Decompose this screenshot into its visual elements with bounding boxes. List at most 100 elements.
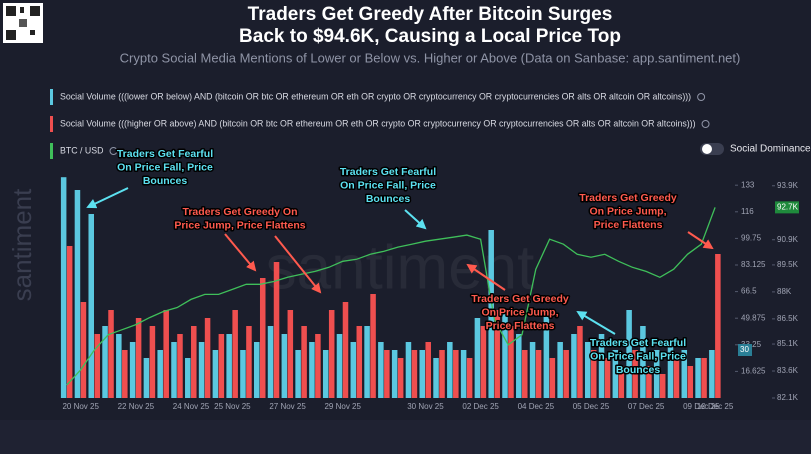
bar <box>488 230 494 398</box>
y2-tick-label: 82.1K <box>777 393 799 402</box>
bar <box>571 334 577 398</box>
bar <box>315 334 321 398</box>
bar <box>191 326 197 398</box>
annotation-text: Bounces <box>366 193 411 205</box>
bar <box>701 358 707 398</box>
legend-label: BTC / USD <box>60 145 104 155</box>
bar <box>116 334 122 398</box>
annotation-arrow <box>466 263 506 291</box>
bar <box>185 358 191 398</box>
bar <box>322 350 329 398</box>
bar <box>612 350 619 398</box>
bar <box>466 358 473 398</box>
bar <box>350 342 357 398</box>
bar <box>549 358 556 398</box>
bar <box>88 214 94 398</box>
social-dominance-toggle[interactable]: Social Dominance <box>700 143 811 155</box>
bar <box>447 342 453 398</box>
bar <box>273 262 280 398</box>
bar <box>218 334 225 398</box>
bar <box>709 350 715 398</box>
bar <box>149 326 156 398</box>
bar <box>590 350 597 398</box>
y-tick-label: 133 <box>741 180 755 189</box>
bar <box>681 350 688 398</box>
annotation-text: Traders Get Fearful <box>340 166 436 178</box>
bar <box>259 278 266 398</box>
y-tick-label: 16.625 <box>741 367 766 376</box>
y-tick-label: 66.5 <box>741 287 757 296</box>
bar <box>328 310 335 398</box>
bar <box>301 326 307 398</box>
legend-swatch <box>50 143 53 159</box>
bar <box>364 326 370 398</box>
x-tick-label: 02 Dec 25 <box>462 402 499 411</box>
annotation-text: On Price Jump, <box>589 205 666 217</box>
x-tick-label: 22 Nov 25 <box>118 402 155 411</box>
legend-eye <box>701 120 710 128</box>
x-tick-label: 29 Nov 25 <box>324 402 361 411</box>
bar <box>129 342 136 398</box>
bar <box>66 246 73 398</box>
bar <box>60 177 67 398</box>
y-tick-label: 99.75 <box>741 234 762 243</box>
bar <box>557 342 563 398</box>
bar <box>80 302 87 398</box>
bar <box>246 326 252 398</box>
bar <box>157 350 163 398</box>
annotation-text: Price Jump, Price Flattens <box>174 219 305 231</box>
bar <box>370 294 376 398</box>
y2-tick-label: 88K <box>777 287 792 296</box>
bar <box>143 358 150 398</box>
bar <box>391 350 398 398</box>
annotation-text: Traders Get Greedy On <box>183 206 298 218</box>
bar <box>646 366 652 398</box>
annotation-arrow <box>224 233 257 272</box>
bar <box>502 310 508 398</box>
x-tick-label: 25 Nov 25 <box>214 402 251 411</box>
bar <box>522 350 528 398</box>
bar <box>122 350 128 398</box>
y2-tick-label: 85.1K <box>777 339 799 348</box>
annotation-text: Bounces <box>616 364 661 376</box>
bar <box>687 366 694 398</box>
chart-title: Traders Get Greedy After Bitcoin Surges <box>248 4 613 25</box>
annotation-text: Traders Get Greedy <box>579 192 677 204</box>
bar <box>632 350 638 398</box>
bar <box>74 190 81 398</box>
qr-code <box>3 3 43 43</box>
annotation-text: On Price Fall, Price <box>340 179 436 191</box>
legend-eye <box>109 147 118 155</box>
legend-swatch <box>50 89 53 105</box>
bar <box>673 358 680 398</box>
x-tick-label: 10 Dec 25 <box>697 402 734 411</box>
bar <box>281 334 288 398</box>
bar <box>309 342 315 398</box>
bar <box>102 326 108 398</box>
last-value-label: 92.7K <box>777 202 799 211</box>
bar <box>232 310 238 398</box>
y-tick-label: 49.875 <box>741 313 766 322</box>
annotation-text: Traders Get Greedy <box>471 293 569 305</box>
bar <box>480 326 487 398</box>
annotation-text: On Price Fall, Price <box>117 161 213 173</box>
y2-tick-label: 89.5K <box>777 260 799 269</box>
bar <box>212 350 219 398</box>
x-tick-label: 24 Nov 25 <box>173 402 210 411</box>
annotation-arrow <box>576 310 616 335</box>
bar <box>439 350 445 398</box>
toggle-label[interactable]: Social Dominance <box>730 144 811 155</box>
y2-tick-label: 93.9K <box>777 181 799 190</box>
watermark: santiment <box>7 188 37 301</box>
bar <box>535 350 542 398</box>
bar <box>529 342 536 398</box>
bar <box>494 310 500 398</box>
x-tick-label: 20 Nov 25 <box>62 402 99 411</box>
chart-subtitle: Crypto Social Media Mentions of Lower or… <box>120 50 741 65</box>
bar <box>267 326 274 398</box>
bar <box>695 358 701 398</box>
bar <box>543 310 550 398</box>
x-tick-label: 05 Dec 25 <box>573 402 610 411</box>
y2-tick-label: 83.6K <box>777 366 799 375</box>
